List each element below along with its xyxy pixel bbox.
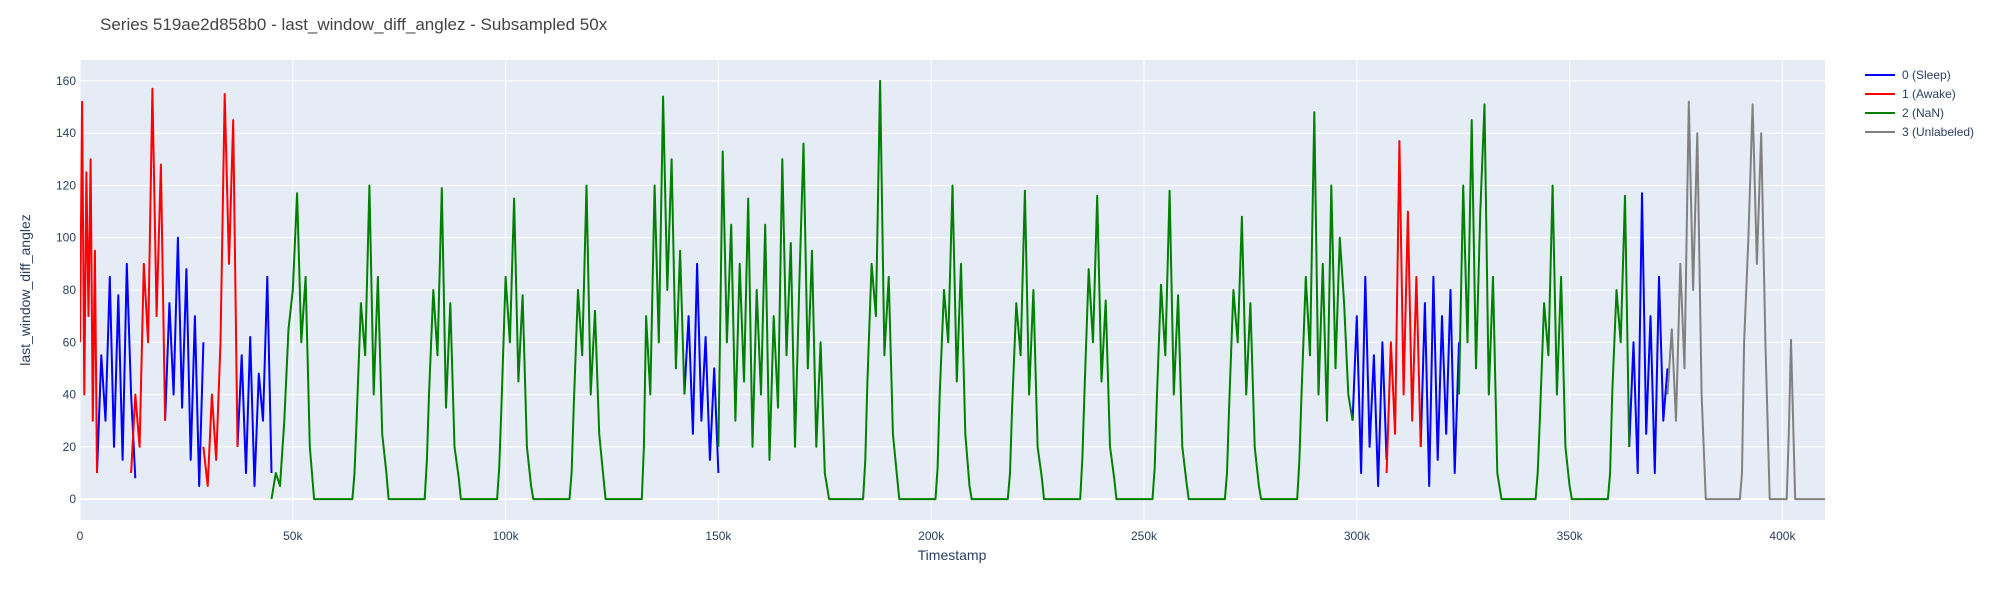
x-tick-label: 300k: [1344, 529, 1371, 543]
y-axis-label: last_window_diff_anglez: [17, 214, 33, 366]
series-segment: [270, 95, 686, 501]
legend[interactable]: 0 (Sleep) 1 (Awake) 2 (NaN) 3 (Unlabeled): [1865, 68, 1974, 139]
y-tick-label: 20: [63, 440, 77, 454]
y-tick-label: 0: [69, 492, 76, 506]
x-tick-label: 200k: [918, 529, 945, 543]
series-lines: [80, 79, 1825, 501]
series-line-2: [270, 79, 1631, 501]
series-segment: [236, 275, 273, 487]
y-tick-label: 160: [56, 74, 76, 88]
x-tick-label: 50k: [283, 529, 303, 543]
legend-item[interactable]: 3 (Unlabeled): [1865, 125, 1974, 139]
y-tick-label: 40: [63, 388, 77, 402]
legend-item[interactable]: 2 (NaN): [1865, 106, 1944, 120]
series-segment: [1351, 275, 1388, 487]
series-segment: [202, 93, 239, 487]
series-segment: [1666, 100, 1825, 501]
x-tick-label: 0: [77, 529, 84, 543]
y-tick-label: 80: [63, 283, 77, 297]
y-axis-ticks: 0 20 40 60 80 100 120 140 160: [56, 74, 76, 506]
y-tick-label: 140: [56, 126, 76, 140]
series-segment: [1458, 103, 1631, 501]
x-tick-label: 250k: [1131, 529, 1158, 543]
chart-title: Series 519ae2d858b0 - last_window_diff_a…: [100, 15, 608, 34]
x-tick-label: 150k: [705, 529, 732, 543]
legend-label: 2 (NaN): [1902, 106, 1944, 120]
y-tick-label: 100: [56, 231, 76, 245]
series-segment: [164, 236, 205, 487]
x-tick-label: 350k: [1557, 529, 1584, 543]
x-tick-label: 100k: [493, 529, 520, 543]
series-line-0: [96, 192, 1669, 487]
legend-label: 1 (Awake): [1902, 87, 1956, 101]
legend-label: 3 (Unlabeled): [1902, 125, 1974, 139]
y-tick-label: 120: [56, 178, 76, 192]
series-segment: [80, 100, 98, 474]
legend-item[interactable]: 0 (Sleep): [1865, 68, 1951, 82]
series-segment: [96, 262, 137, 479]
series-segment: [1419, 275, 1460, 487]
x-axis-label: Timestamp: [918, 547, 987, 563]
series-segment: [1628, 192, 1669, 474]
y-tick-label: 60: [63, 335, 77, 349]
series-segment: [683, 262, 720, 474]
x-tick-label: 400k: [1769, 529, 1796, 543]
series-segment: [1385, 140, 1422, 474]
series-line-1: [80, 87, 1422, 487]
legend-item[interactable]: 1 (Awake): [1865, 87, 1956, 101]
legend-label: 0 (Sleep): [1902, 68, 1951, 82]
x-axis-ticks: 0 50k 100k 150k 200k 250k 300k 350k 400k: [77, 529, 1797, 543]
series-segment: [717, 79, 1354, 501]
series-line-3: [1666, 100, 1825, 501]
series-segment: [130, 87, 167, 474]
